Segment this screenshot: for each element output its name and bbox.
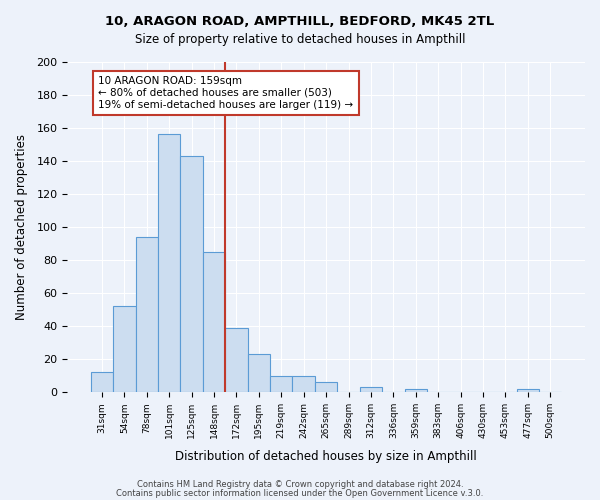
Text: Size of property relative to detached houses in Ampthill: Size of property relative to detached ho… — [135, 32, 465, 46]
Bar — [315, 382, 337, 392]
Bar — [360, 388, 382, 392]
Text: 10, ARAGON ROAD, AMPTHILL, BEDFORD, MK45 2TL: 10, ARAGON ROAD, AMPTHILL, BEDFORD, MK45… — [106, 15, 494, 28]
Bar — [203, 252, 225, 392]
Bar — [158, 134, 181, 392]
Bar — [91, 372, 113, 392]
X-axis label: Distribution of detached houses by size in Ampthill: Distribution of detached houses by size … — [175, 450, 477, 462]
Bar — [248, 354, 270, 393]
Bar — [181, 156, 203, 392]
Text: Contains public sector information licensed under the Open Government Licence v.: Contains public sector information licen… — [116, 488, 484, 498]
Bar — [113, 306, 136, 392]
Bar — [136, 237, 158, 392]
Bar — [292, 376, 315, 392]
Bar — [517, 389, 539, 392]
Bar — [404, 389, 427, 392]
Text: Contains HM Land Registry data © Crown copyright and database right 2024.: Contains HM Land Registry data © Crown c… — [137, 480, 463, 489]
Y-axis label: Number of detached properties: Number of detached properties — [15, 134, 28, 320]
Bar — [270, 376, 292, 392]
Bar — [225, 328, 248, 392]
Text: 10 ARAGON ROAD: 159sqm
← 80% of detached houses are smaller (503)
19% of semi-de: 10 ARAGON ROAD: 159sqm ← 80% of detached… — [98, 76, 353, 110]
